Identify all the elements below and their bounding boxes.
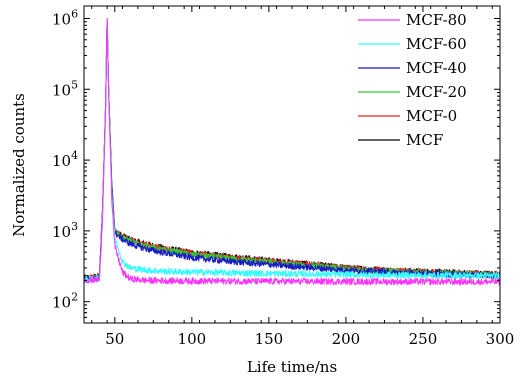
legend: MCF-80 MCF-60 MCF-40 MCF-20 MCF-0 MCF <box>358 11 467 149</box>
x-tick-label: 250 <box>409 330 438 348</box>
series-line-mcf-60 <box>84 17 500 283</box>
y-tick-exponent: 2 <box>71 291 78 304</box>
series-line-mcf-80 <box>84 17 500 286</box>
legend-label-mcf-0: MCF-0 <box>406 107 457 125</box>
x-tick-label: 150 <box>255 330 284 348</box>
y-tick-label: 104 <box>52 149 78 170</box>
y-axis-title: Normalized counts <box>10 93 28 237</box>
y-tick-exponent: 5 <box>71 78 78 91</box>
plot-area <box>84 6 500 323</box>
legend-label-mcf-80: MCF-80 <box>406 11 467 29</box>
series-layer <box>84 17 500 286</box>
y-tick-label: 103 <box>52 220 78 241</box>
x-axis-title: Life time/ns <box>247 358 337 376</box>
axes-layer: 50 100 150 200 250 300 102 103 104 105 106 <box>52 6 514 348</box>
legend-label-mcf-40: MCF-40 <box>406 59 467 77</box>
y-tick-label: 102 <box>52 291 78 312</box>
legend-label-mcf-60: MCF-60 <box>406 35 467 53</box>
plot-frame <box>83 5 501 324</box>
x-tick-label: 50 <box>105 330 124 348</box>
legend-label-mcf-20: MCF-20 <box>406 83 467 101</box>
y-tick-exponent: 4 <box>71 149 78 162</box>
x-tick-label: 200 <box>332 330 361 348</box>
y-tick-exponent: 6 <box>71 7 78 20</box>
x-tick-label: 300 <box>486 330 515 348</box>
y-tick-exponent: 3 <box>71 220 78 233</box>
y-tick-label: 105 <box>52 78 78 99</box>
x-tick-label: 100 <box>178 330 207 348</box>
y-tick-label: 106 <box>52 7 78 28</box>
legend-label-mcf: MCF <box>406 131 443 149</box>
series-line-mcf-40 <box>84 17 500 283</box>
